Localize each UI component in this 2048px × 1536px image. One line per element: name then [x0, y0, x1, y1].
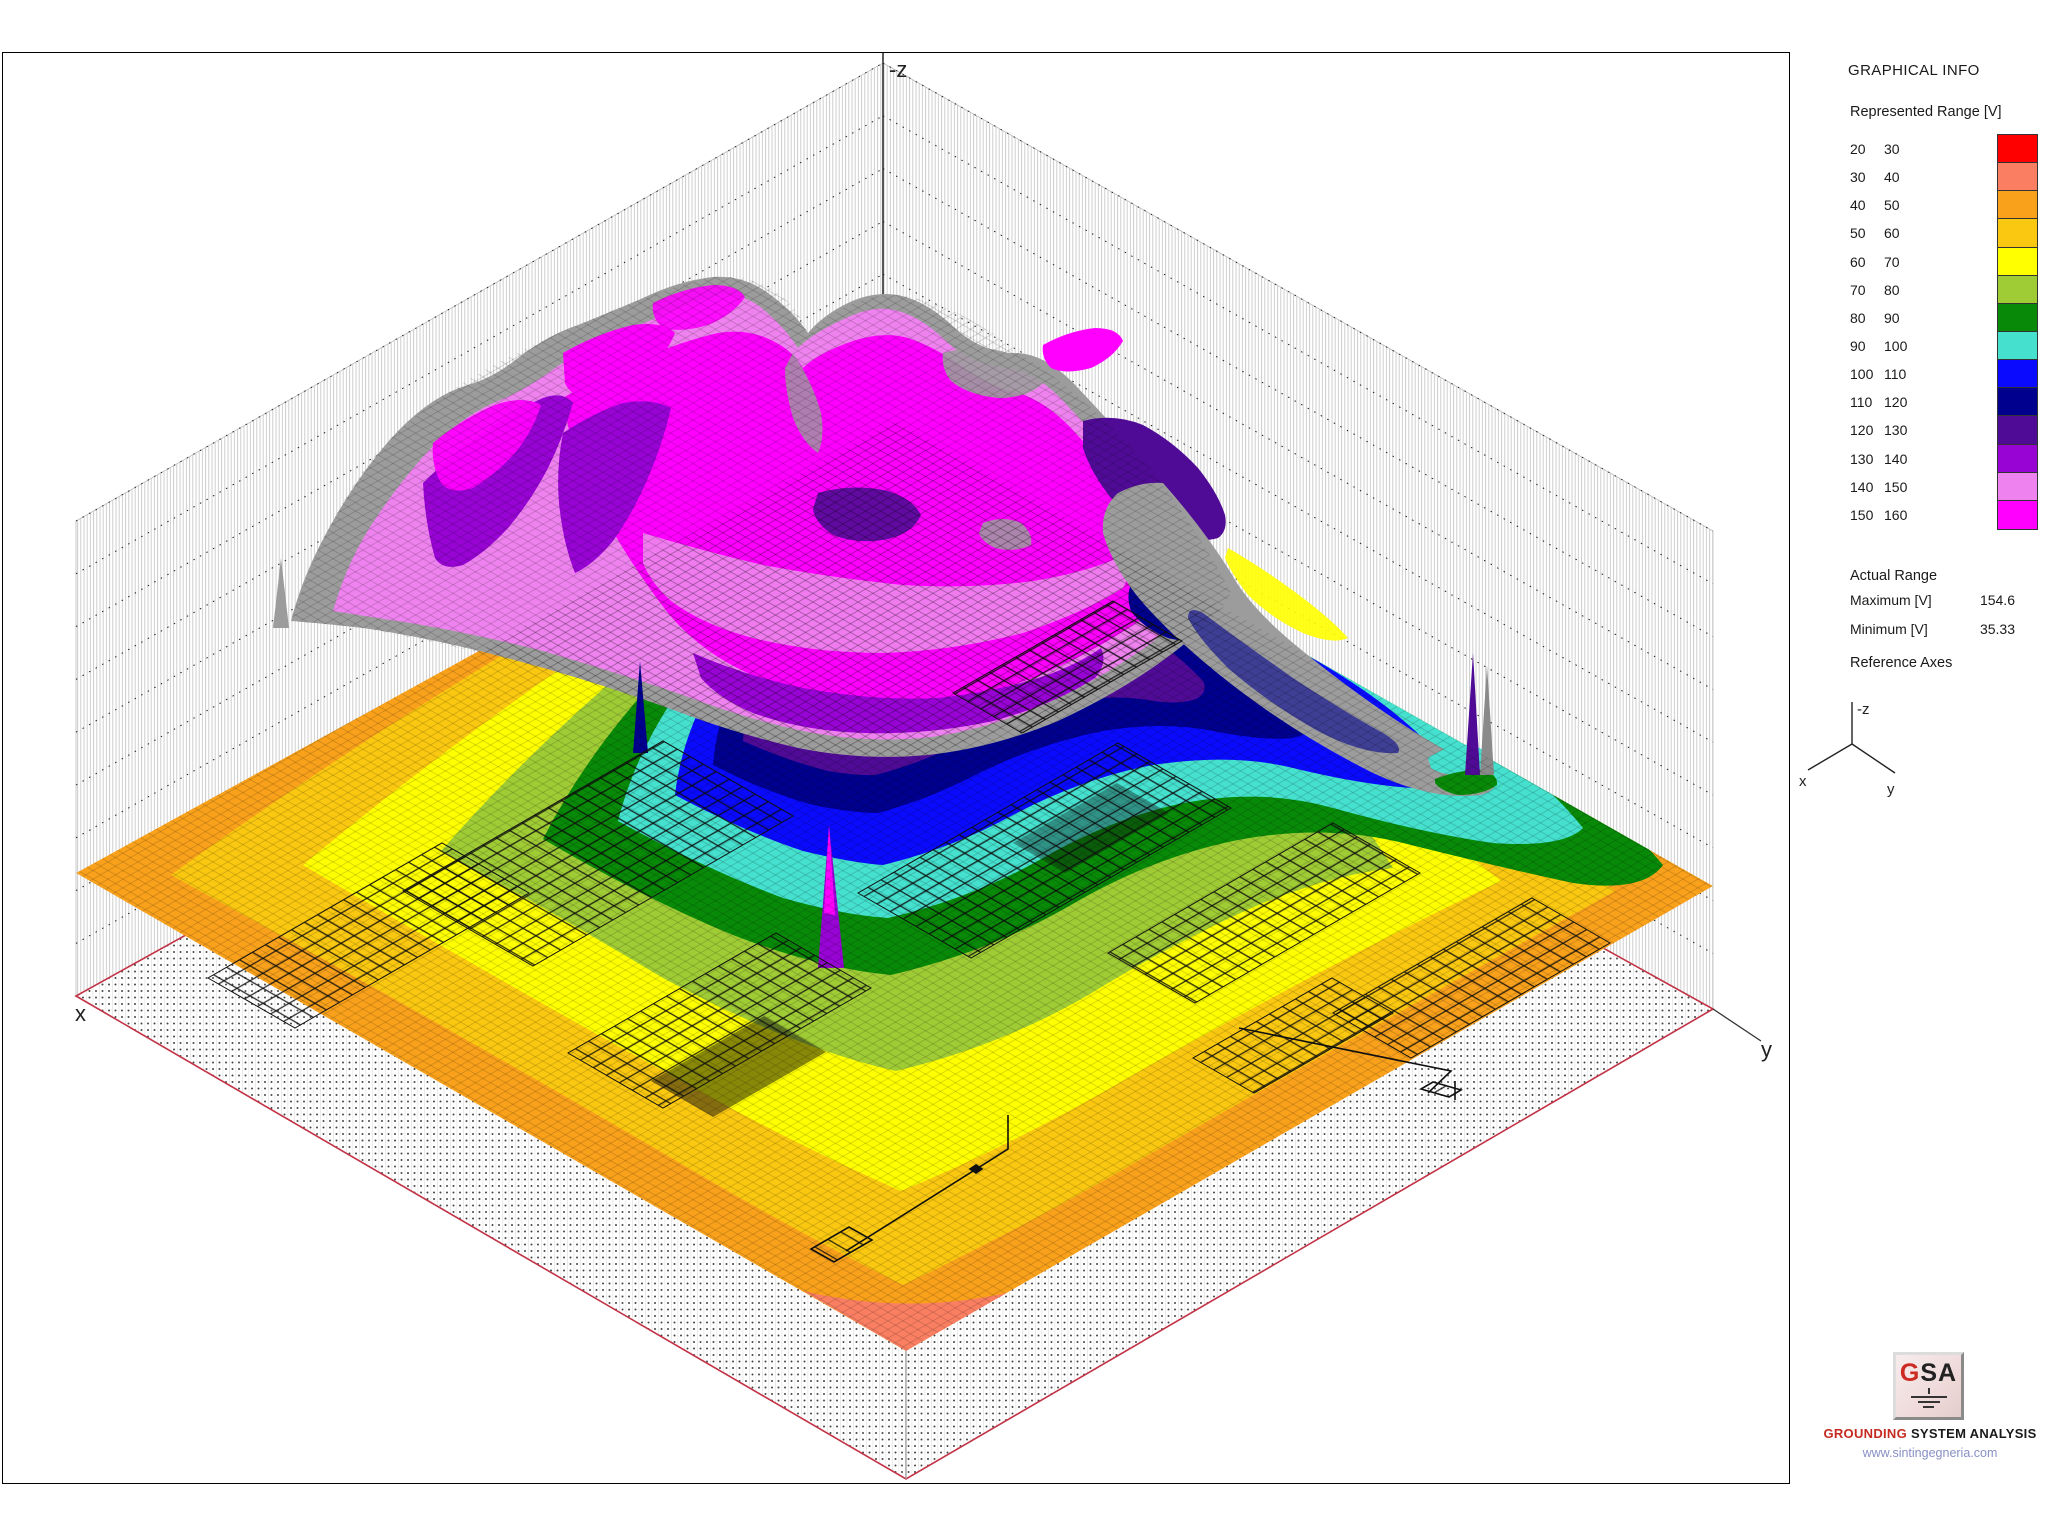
ground-symbol-stem: [1927, 1388, 1930, 1394]
ref-x-label: x: [1799, 773, 1807, 790]
legend-color-swatch: [1997, 359, 2038, 390]
surface-plot-canvas: -z: [74, 53, 1772, 1480]
legend-color-swatch: [1997, 330, 2038, 362]
legend-to: 70: [1884, 253, 1900, 270]
minimum-value: 35.33: [1979, 621, 2015, 637]
legend-to: 100: [1884, 337, 1908, 354]
legend-color-swatch: [1997, 471, 2038, 502]
legend-color-swatch: [1997, 134, 2038, 165]
legend-row: 40 50: [1850, 190, 2048, 221]
legend-from: 90: [1850, 337, 1866, 354]
legend-from: 140: [1850, 478, 1874, 495]
minimum-label: Minimum [V]: [1850, 621, 1928, 637]
legend-row: 120 130: [1850, 415, 2048, 446]
legend-color-swatch: [1997, 162, 2038, 193]
x-axis-label: x: [75, 1001, 86, 1026]
legend-row: 110 120: [1850, 387, 2048, 418]
legend-row: 100 110: [1850, 359, 2048, 390]
legend-to: 150: [1884, 478, 1908, 495]
maximum-label: Maximum [V]: [1850, 592, 1932, 608]
legend-from: 30: [1850, 169, 1866, 186]
legend-color-swatch: [1997, 499, 2038, 530]
legend-to: 110: [1884, 366, 1907, 383]
legend-to: 130: [1884, 422, 1908, 439]
legend-color-swatch: [1997, 443, 2038, 474]
maximum-value: 154.6: [1979, 592, 2015, 608]
gsa-logo: GSA: [1893, 1352, 1964, 1420]
legend-to: 80: [1884, 281, 1900, 298]
cable-routes: [809, 1027, 1464, 1263]
ground-symbol-bar3: [1923, 1406, 1934, 1408]
legend-to: 140: [1884, 450, 1908, 467]
legend-rows: 20 30 30 40 40 50 50 60 60 70 70 80 80 90 90 100 100 110 1…: [1850, 134, 2048, 530]
legend-color-swatch: [1997, 218, 2038, 249]
electrode-grid-patch: [856, 742, 1233, 959]
legend-from: 110: [1850, 394, 1873, 411]
legend-from: 50: [1850, 225, 1866, 242]
electrode-grids: [206, 600, 1611, 1117]
plot-frame: -z: [2, 52, 1790, 1484]
legend-from: 40: [1850, 197, 1866, 214]
y-axis-line: [1712, 1008, 1762, 1042]
legend-to: 120: [1884, 394, 1908, 411]
electrode-grid-patch: [567, 932, 872, 1117]
legend-from: 120: [1850, 422, 1874, 439]
maximum-row: Maximum [V] 154.6: [1850, 592, 2015, 608]
electrode-grid-patch: [1106, 822, 1422, 1004]
legend-row: 70 80: [1850, 274, 2048, 305]
legend-color-swatch: [1997, 415, 2038, 446]
legend-color-swatch: [1997, 190, 2038, 221]
minimum-row: Minimum [V] 35.33: [1850, 621, 2015, 637]
legend-row: 50 60: [1850, 218, 2048, 249]
graphical-info-title: GRAPHICAL INFO: [1848, 62, 1980, 79]
brand-system-analysis: SYSTEM ANALYSIS: [1907, 1426, 2037, 1441]
brand-line: GROUNDING SYSTEM ANALYSIS: [1810, 1426, 2048, 1441]
electrode-grid-patch: [1191, 977, 1395, 1094]
electrode-grid-patch: [206, 842, 531, 1029]
actual-range-label: Actual Range: [1850, 568, 1938, 584]
brand-grounding: GROUNDING: [1823, 1426, 1908, 1441]
legend-row: 150 160: [1850, 499, 2048, 530]
ground-symbol-bar1: [1910, 1396, 1947, 1398]
ref-z-label: -z: [1857, 701, 1870, 718]
legend-to: 160: [1884, 506, 1908, 523]
ref-y-label: y: [1887, 781, 1895, 798]
legend-from: 80: [1850, 309, 1866, 326]
legend-color-swatch: [1997, 274, 2038, 305]
ground-symbol-bar2: [1917, 1401, 1940, 1403]
reference-axes-icon: -z x y: [1799, 701, 1896, 798]
legend-from: 100: [1850, 366, 1874, 383]
legend-to: 50: [1884, 197, 1900, 214]
legend-to: 90: [1884, 309, 1900, 326]
legend-from: 150: [1850, 506, 1874, 523]
z-axis-label: -z: [889, 57, 907, 82]
legend-row: 140 150: [1850, 471, 2048, 502]
legend-row: 20 30: [1850, 134, 2048, 165]
legend-row: 30 40: [1850, 162, 2048, 193]
legend-row: 80 90: [1850, 302, 2048, 333]
legend-color-swatch: [1997, 387, 2038, 418]
y-axis-label: y: [1761, 1037, 1772, 1062]
legend-from: 70: [1850, 281, 1866, 298]
legend-color-swatch: [1997, 302, 2038, 333]
legend-row: 130 140: [1850, 443, 2048, 474]
reference-axes-label: Reference Axes: [1850, 655, 1953, 671]
legend-to: 60: [1884, 225, 1900, 242]
website-link[interactable]: www.sintingegneria.com: [1862, 1446, 1998, 1460]
legend-from: 60: [1850, 253, 1866, 270]
legend-row: 60 70: [1850, 246, 2048, 277]
represented-range-label: Represented Range [V]: [1850, 104, 2002, 120]
electrode-grid-patch: [1332, 897, 1611, 1059]
electrode-grid-patch: [952, 600, 1183, 734]
legend-color-swatch: [1997, 246, 2038, 277]
legend-row: 90 100: [1850, 330, 2048, 362]
legend-from: 130: [1850, 450, 1874, 467]
legend-to: 40: [1884, 169, 1900, 186]
legend-from: 20: [1850, 141, 1866, 157]
legend-to: 30: [1884, 141, 1900, 157]
gsa-logo-text: GSA: [1899, 1359, 1958, 1387]
